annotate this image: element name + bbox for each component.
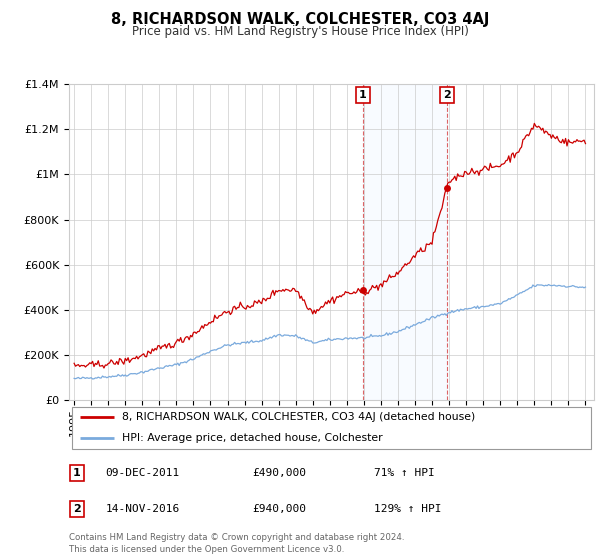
Text: 129% ↑ HPI: 129% ↑ HPI: [373, 504, 441, 514]
Text: £490,000: £490,000: [253, 468, 307, 478]
Text: 2: 2: [443, 90, 451, 100]
Text: This data is licensed under the Open Government Licence v3.0.: This data is licensed under the Open Gov…: [69, 545, 344, 554]
Text: £940,000: £940,000: [253, 504, 307, 514]
Text: 8, RICHARDSON WALK, COLCHESTER, CO3 4AJ: 8, RICHARDSON WALK, COLCHESTER, CO3 4AJ: [111, 12, 489, 27]
Point: [442, 184, 452, 193]
Text: HPI: Average price, detached house, Colchester: HPI: Average price, detached house, Colc…: [121, 433, 382, 444]
Text: Contains HM Land Registry data © Crown copyright and database right 2024.: Contains HM Land Registry data © Crown c…: [69, 533, 404, 542]
Text: 1: 1: [73, 468, 81, 478]
Text: 2: 2: [73, 504, 81, 514]
Text: 14-NOV-2016: 14-NOV-2016: [106, 504, 180, 514]
Text: 1: 1: [359, 90, 367, 100]
Text: 09-DEC-2011: 09-DEC-2011: [106, 468, 180, 478]
Text: Price paid vs. HM Land Registry's House Price Index (HPI): Price paid vs. HM Land Registry's House …: [131, 25, 469, 38]
Point: [358, 285, 367, 294]
Text: 8, RICHARDSON WALK, COLCHESTER, CO3 4AJ (detached house): 8, RICHARDSON WALK, COLCHESTER, CO3 4AJ …: [121, 412, 475, 422]
FancyBboxPatch shape: [71, 407, 592, 449]
Bar: [362, 84, 447, 400]
Text: 71% ↑ HPI: 71% ↑ HPI: [373, 468, 434, 478]
